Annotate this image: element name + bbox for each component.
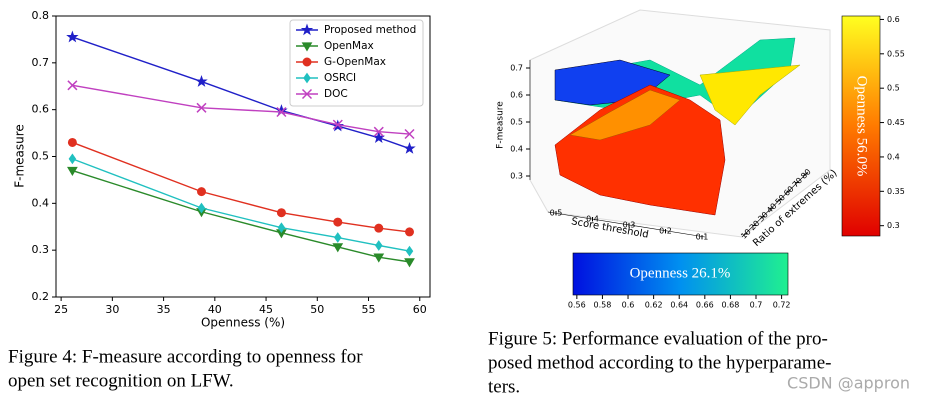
marker	[403, 142, 416, 154]
marker	[405, 245, 414, 257]
marker	[373, 126, 384, 137]
legend-marker	[301, 42, 313, 52]
caption-line: posed method according to the hyperparam…	[488, 352, 831, 373]
x-tick-label: 0.2	[659, 227, 672, 236]
legend-label: Proposed method	[324, 24, 416, 36]
marker	[68, 153, 77, 165]
colorbar-tick-label: 0.64	[670, 301, 688, 310]
colorbar-tick-label: 0.4	[887, 152, 900, 161]
marker	[66, 30, 79, 43]
colorbar-tick-label: 0.6	[887, 15, 900, 24]
marker	[67, 80, 78, 91]
watermark: CSDN @appron	[787, 374, 910, 393]
z-tick-label: 0.5	[510, 118, 523, 127]
x-tick-label: 25	[54, 303, 68, 316]
y-axis-label: F-measure	[13, 124, 27, 188]
legend-label: OSRCI	[324, 72, 356, 84]
marker	[334, 232, 342, 243]
marker	[404, 128, 415, 140]
z-tick-label: 0.3	[510, 172, 523, 181]
series-line	[72, 84, 410, 135]
y-tick-label: 0.3	[32, 243, 50, 256]
legend-label: G-OpenMax	[324, 56, 386, 68]
colorbar-tick-label: 0.7	[750, 301, 763, 310]
colorbar-tick-label: 0.66	[696, 301, 714, 310]
caption-line: open set recognition on LFW.	[8, 370, 234, 391]
caption-line: Figure 5: Performance evaluation of the …	[488, 328, 828, 349]
legend-marker	[300, 23, 314, 36]
x-tick-label: 0.1	[696, 233, 709, 242]
surface-3d	[529, 9, 831, 238]
marker	[197, 202, 206, 214]
marker	[197, 187, 207, 197]
y-tick-label: 0.2	[32, 290, 50, 303]
marker	[276, 208, 286, 218]
z-tick-label: 0.6	[510, 91, 523, 100]
marker	[375, 240, 383, 251]
colorbar	[572, 252, 789, 296]
x-tick-label: 0.3	[623, 221, 636, 230]
marker	[67, 166, 78, 177]
x-tick-label: 35	[157, 303, 171, 316]
marker	[404, 258, 415, 268]
marker	[374, 223, 384, 233]
x-tick-label: 0.5	[550, 209, 563, 218]
x-tick-label: 40	[208, 303, 222, 316]
colorbar-tick-label: 0.72	[773, 301, 791, 310]
marker	[276, 106, 287, 118]
marker	[67, 137, 77, 147]
legend-box	[289, 19, 424, 107]
marker	[333, 217, 343, 227]
legend-marker	[302, 57, 312, 67]
series-line	[72, 158, 410, 252]
y-tick-label: 0.4	[32, 196, 50, 209]
colorbar-tick-label: 0.3	[887, 221, 900, 230]
colorbar-tick-label: 0.58	[594, 301, 612, 310]
legend-label: DOC	[324, 88, 348, 100]
colorbar-tick-label: 0.68	[722, 301, 740, 310]
marker	[277, 222, 286, 234]
x-axis-label: Openness (%)	[201, 316, 285, 330]
colorbar-tick-label: 0.5	[887, 84, 900, 93]
z-tick-label: 0.7	[510, 64, 523, 73]
y-tick-label: 0.5	[32, 150, 50, 163]
colorbar-label: Openness 56.0%	[854, 76, 870, 177]
colorbar-label: Openness 26.1%	[630, 265, 731, 281]
y-tick-label: 0.8	[32, 9, 50, 22]
legend-marker	[301, 88, 313, 100]
x-tick-label: 60	[413, 303, 427, 316]
caption-line: ters.	[488, 376, 520, 397]
z-tick-label: 0.4	[510, 145, 523, 154]
marker	[195, 75, 208, 87]
x-tick-label: 0.4	[586, 215, 599, 224]
legend-label: OpenMax	[324, 40, 374, 52]
colorbar-tick-label: 0.45	[887, 118, 905, 127]
legend-marker	[303, 72, 311, 84]
colorbar-tick-label: 0.55	[887, 49, 905, 58]
marker	[373, 253, 385, 263]
x-tick-label: 55	[362, 303, 376, 316]
caption-line: Figure 4: F-measure according to opennes…	[8, 346, 363, 367]
colorbar-tick-label: 0.56	[568, 301, 586, 310]
marker	[196, 102, 207, 113]
marker	[405, 227, 415, 237]
colorbar-tick-label: 0.6	[622, 301, 635, 310]
colorbar	[841, 15, 881, 237]
z-axis-label: F-measure	[496, 101, 506, 149]
series-line	[72, 141, 410, 233]
series-line	[72, 169, 410, 263]
x-tick-label: 45	[259, 303, 273, 316]
y-tick-label: 0.6	[32, 103, 50, 116]
colorbar-tick-label: 0.35	[887, 187, 905, 196]
x-tick-label: 50	[310, 303, 324, 316]
x-tick-label: 30	[105, 303, 119, 316]
y-tick-label: 0.7	[32, 56, 50, 69]
colorbar-tick-label: 0.62	[645, 301, 663, 310]
marker	[332, 119, 343, 130]
marker	[332, 243, 344, 253]
